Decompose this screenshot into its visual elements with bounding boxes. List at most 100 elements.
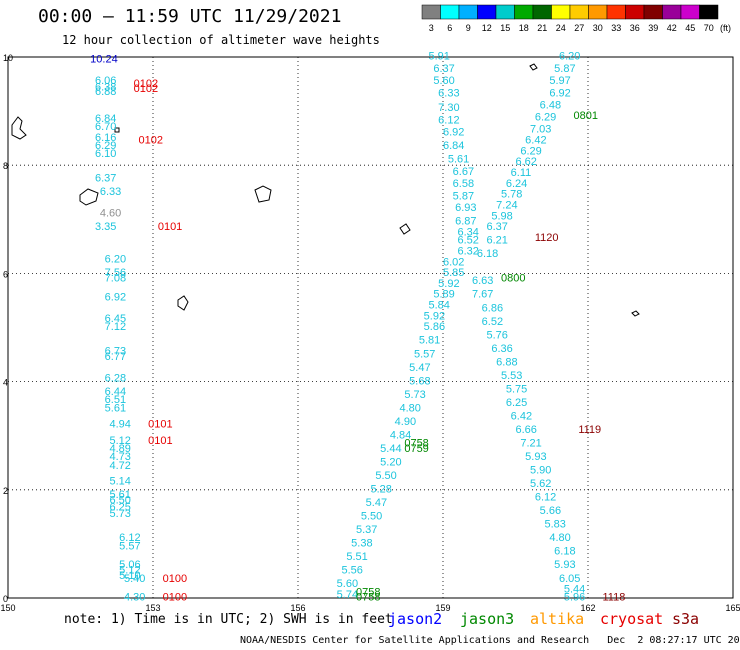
swh-label-left-pass: 4.30 <box>124 592 145 604</box>
swh-label-left-pass: 6.33 <box>100 186 121 198</box>
swh-label-track2: 6.66 <box>516 424 537 436</box>
swh-label-track1: 5.47 <box>366 497 387 509</box>
swh-label-track1: 5.91 <box>429 51 450 63</box>
swh-label-left-pass: 6.25 <box>110 501 131 513</box>
swh-label-track2: 7.03 <box>530 124 551 136</box>
colorbar-label: 3 <box>429 23 434 33</box>
swh-label-track2: 4.80 <box>549 532 570 544</box>
swh-label-left-pass: 0101 <box>158 221 182 233</box>
swh-label-left-pass: 6.77 <box>105 351 126 363</box>
swh-label-track1: 5.87 <box>453 190 474 202</box>
swh-label-left-pass: 6.92 <box>105 291 126 303</box>
swh-label-track1: 5.38 <box>351 538 372 550</box>
swh-label-left-pass: 4.73 <box>110 451 131 463</box>
swh-label-track1: 5.28 <box>371 484 392 496</box>
swh-label-left-pass: 6.45 <box>105 313 126 325</box>
swh-label-left-pass: 7.56 <box>105 267 126 279</box>
swh-label-left-pass: 5.57 <box>119 540 140 552</box>
x-tick-label: 162 <box>580 603 595 612</box>
swh-label-track2: 6.29 <box>520 145 541 157</box>
swh-label-track2: 6.42 <box>525 135 546 147</box>
swh-label-track1: 6.32 <box>458 245 479 257</box>
swh-label-track1: 5.73 <box>404 389 425 401</box>
swh-label-left-pass: 5.10 <box>119 570 140 582</box>
island-outline <box>79 188 99 206</box>
swh-label-track2: 1120 <box>535 232 559 244</box>
x-tick-label: 159 <box>435 603 450 612</box>
colorbar-label: 9 <box>466 23 471 33</box>
swh-label-track1: 6.67 <box>453 166 474 178</box>
colorbar-label: 70 <box>704 23 714 33</box>
swh-label-track1: 5.47 <box>409 362 430 374</box>
island-outline <box>529 63 538 71</box>
swh-label-left-pass: 6.44 <box>105 386 126 398</box>
swh-label-left-pass: 6.84 <box>95 113 116 125</box>
swh-label-track1: 5.20 <box>380 456 401 468</box>
swh-label-track1: 6.93 <box>455 202 476 214</box>
swh-label-track1: 4.90 <box>395 416 416 428</box>
swh-label-track1: 5.92 <box>438 278 459 290</box>
map-title: 00:00 – 11:59 UTC 11/29/2021 <box>38 6 342 27</box>
swh-label-track2: 5.83 <box>545 519 566 531</box>
swh-label-track1: 6.37 <box>433 63 454 75</box>
swh-label-track1: 6.87 <box>455 216 476 228</box>
x-tick-label: 165 <box>725 603 740 612</box>
y-tick-label: 6 <box>3 269 8 279</box>
swh-label-left-pass: 0102 <box>134 83 158 95</box>
swh-label-track1: 6.12 <box>438 115 459 127</box>
swh-label-track2: 7.24 <box>496 199 517 211</box>
swh-label-track2: 7.21 <box>520 438 541 450</box>
swh-label-track1: 5.85 <box>443 267 464 279</box>
swh-label-track1: 5.74 <box>337 589 358 601</box>
swh-label-track2: 6.37 <box>487 221 508 233</box>
swh-label-track1: 7.30 <box>438 102 459 114</box>
swh-label-track2: 6.86 <box>482 302 503 314</box>
island-outline <box>399 223 411 235</box>
island-outline <box>631 310 640 317</box>
swh-label-left-pass: 6.20 <box>105 254 126 266</box>
swh-label-left-pass: 6.10 <box>95 148 116 160</box>
swh-label-track2: 5.44 <box>564 584 585 596</box>
swh-label-track1: 4.84 <box>390 429 411 441</box>
swh-label-left-pass: 0101 <box>148 419 172 431</box>
swh-label-left-pass: 6.70 <box>95 121 116 133</box>
swh-label-track2: 6.92 <box>549 87 570 99</box>
swh-label-left-pass: 0102 <box>134 78 158 90</box>
swh-label-track2: 6.36 <box>491 343 512 355</box>
swh-label-track2: 5.75 <box>506 383 527 395</box>
swh-label-track1: 5.50 <box>375 470 396 482</box>
colorbar-label: 45 <box>685 23 695 33</box>
colorbar-label: 12 <box>482 23 492 33</box>
y-tick-label: 4 <box>3 378 8 388</box>
swh-label-track2: 6.05 <box>559 573 580 585</box>
swh-label-track2: 5.76 <box>487 329 508 341</box>
swh-label-track1: 5.50 <box>361 511 382 523</box>
swh-label-left-pass: 6.73 <box>105 346 126 358</box>
y-tick-label: 2 <box>3 486 8 496</box>
swh-label-track2: 6.63 <box>472 275 493 287</box>
swh-label-track2: 1119 <box>578 424 601 436</box>
swh-label-track2: 6.18 <box>477 248 498 260</box>
colorbar-label: 24 <box>556 23 566 33</box>
swh-label-track1: 5.44 <box>380 443 401 455</box>
swh-label-track1: 0758 <box>356 586 380 598</box>
swh-label-track2: 5.62 <box>530 478 551 490</box>
swh-label-track1: 6.84 <box>443 140 464 152</box>
swh-label-track1: 5.56 <box>342 565 363 577</box>
swh-label-left-pass: 6.06 <box>95 75 116 87</box>
swh-label-left-pass: 5.61 <box>110 489 131 501</box>
island-outline <box>114 127 120 133</box>
swh-label-track2: 5.66 <box>540 505 561 517</box>
map-frame <box>7 56 734 599</box>
swh-label-left-pass: 5.40 <box>124 573 145 585</box>
swh-label-track1: 6.58 <box>453 178 474 190</box>
colorbar-label: 36 <box>630 23 640 33</box>
swh-label-track2: 6.88 <box>496 356 517 368</box>
swh-label-track1: 5.37 <box>356 524 377 536</box>
swh-label-track1: 5.60 <box>433 75 454 87</box>
swh-label-track2: 6.29 <box>535 111 556 123</box>
swh-label-left-pass: 0101 <box>148 435 172 447</box>
swh-label-track1: 0759 <box>404 443 428 455</box>
swh-label-left-pass: 3.35 <box>95 221 116 233</box>
